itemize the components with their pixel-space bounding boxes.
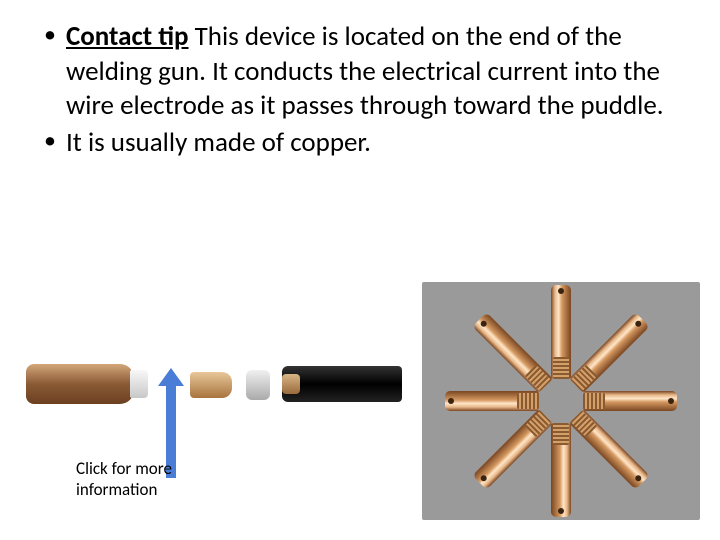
- contact-tip-icon: [551, 285, 571, 379]
- nozzle-icon: [26, 364, 134, 404]
- image-region: Click for moreinformation: [0, 270, 720, 530]
- right-photo: [422, 282, 700, 520]
- contact-tip-icon: [472, 312, 553, 393]
- contact-tip-icon: [583, 391, 677, 411]
- contact-tip-icon: [569, 312, 650, 393]
- bullet-list: Contact tip This device is located on th…: [44, 20, 676, 160]
- bullet-text-1: It is usually made of copper.: [66, 126, 371, 159]
- contact-tip-icon: [569, 409, 650, 490]
- contact-tip-icon: [472, 409, 553, 490]
- left-diagram[interactable]: [20, 320, 410, 480]
- term-contact-tip: Contact tip: [66, 20, 189, 53]
- bullet-item: It is usually made of copper.: [44, 126, 676, 161]
- contact-tip-icon: [445, 391, 539, 411]
- part-icon: [190, 372, 232, 398]
- click-caption: Click for moreinformation: [76, 459, 172, 500]
- cable-icon: [282, 366, 402, 402]
- part-icon: [246, 370, 270, 400]
- bullet-item: Contact tip This device is located on th…: [44, 20, 676, 124]
- contact-tip-icon: [551, 423, 571, 517]
